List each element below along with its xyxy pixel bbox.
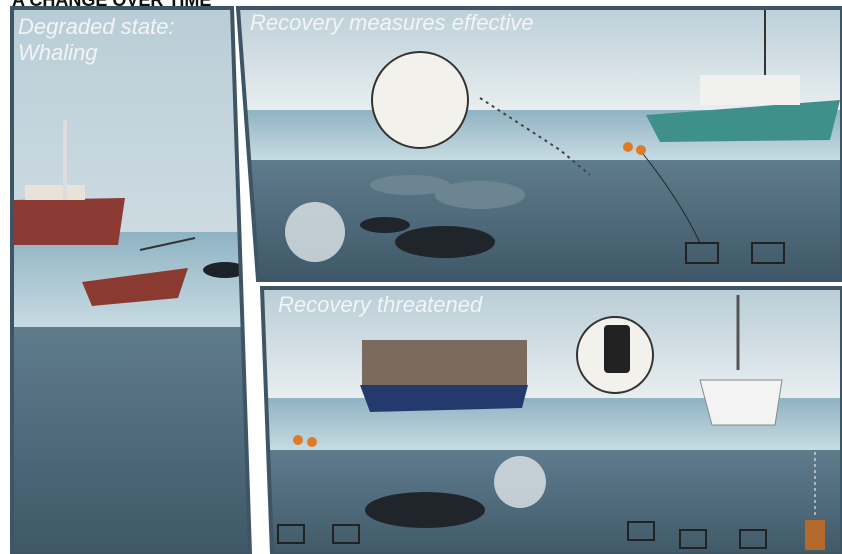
panel-title: Recovery threatened <box>278 292 483 317</box>
panel-whaling <box>12 8 250 554</box>
panel-title: Whaling <box>18 40 98 65</box>
panel-effective <box>238 8 842 280</box>
panel-title: Recovery measures effective <box>250 10 534 35</box>
header-title: A CHANGE OVER TIME <box>12 0 211 10</box>
panel-threatened <box>262 288 842 554</box>
panel-title: Degraded state: <box>18 14 175 39</box>
